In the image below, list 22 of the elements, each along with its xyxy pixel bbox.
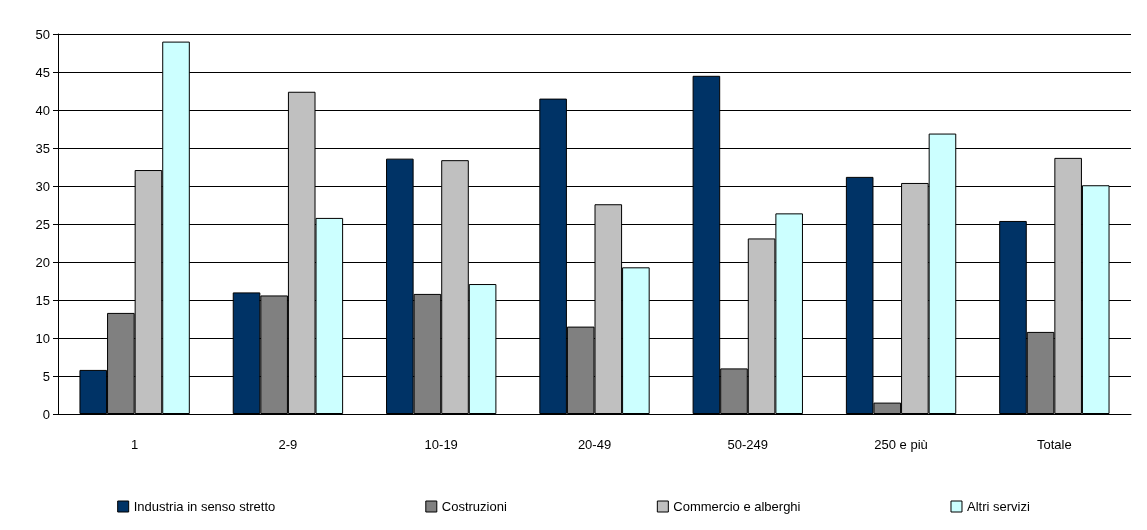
- x-tick-label: 250 e più: [874, 437, 928, 452]
- y-tick-label: 50: [35, 26, 50, 42]
- x-tick-label: Totale: [1037, 437, 1072, 452]
- y-tick-label: 30: [35, 178, 50, 194]
- legend-label: Costruzioni: [441, 499, 507, 514]
- y-tick-label: 20: [35, 254, 50, 270]
- x-tick-label: 20-49: [577, 437, 612, 452]
- x-tick-label: 50-249: [727, 437, 769, 452]
- y-tick-label: 5: [42, 368, 50, 384]
- y-tick-label: 10: [35, 330, 50, 346]
- x-tick-label: 1: [131, 437, 139, 452]
- legend-label: Commercio e alberghi: [673, 499, 801, 514]
- x-tick-label: 10-19: [424, 437, 458, 452]
- y-tick-label: 35: [35, 140, 50, 156]
- y-tick-label: 0: [42, 406, 50, 422]
- legend-label: Altri servizi: [966, 499, 1030, 514]
- y-tick-label: 25: [35, 216, 50, 232]
- y-tick-label: 40: [35, 102, 50, 118]
- y-tick-label: 45: [35, 64, 50, 80]
- x-tick-label: 2-9: [278, 437, 298, 452]
- legend-label: Industria in senso stretto: [133, 499, 276, 514]
- y-tick-label: 15: [35, 292, 50, 308]
